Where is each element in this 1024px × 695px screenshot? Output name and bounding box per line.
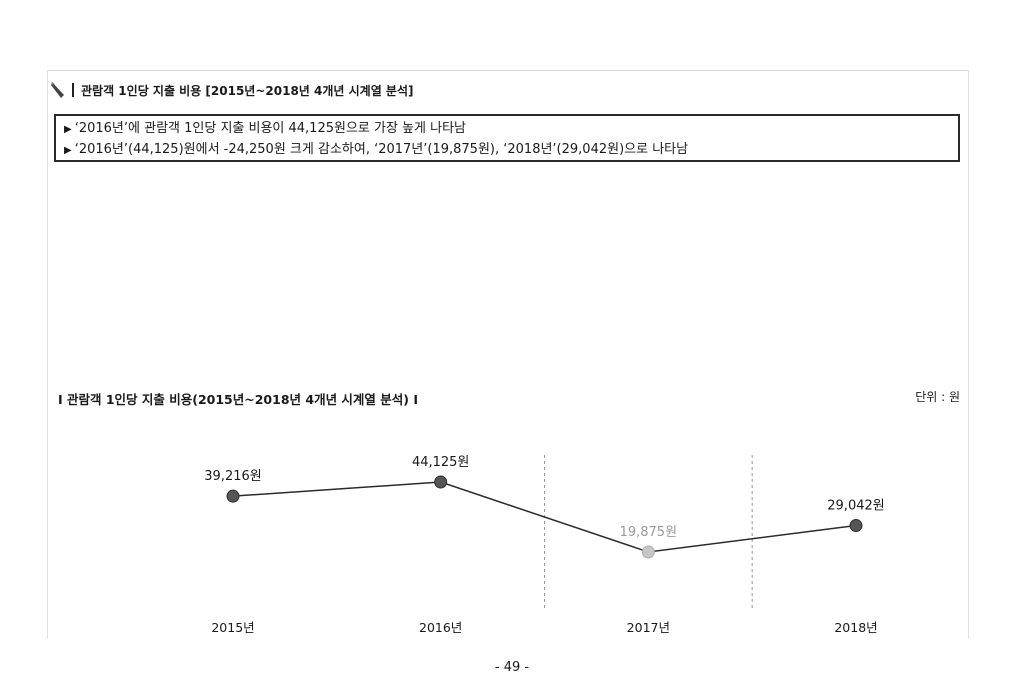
data-label-1: 39,216원 bbox=[204, 469, 261, 484]
x-tick-label-1: 2015년 bbox=[211, 620, 254, 635]
data-label-3: 19,875원 bbox=[620, 525, 677, 540]
data-point-4 bbox=[849, 519, 863, 533]
header-divider bbox=[72, 83, 74, 97]
summary-line-1: ▶ ‘2016년’에 관람객 1인당 지출 비용이 44,125원으로 가장 높게… bbox=[64, 119, 950, 140]
data-point-2 bbox=[434, 475, 448, 489]
series-line bbox=[232, 481, 857, 553]
summary-line-2: ▶ ‘2016년’(44,125)원에서 -24,250원 크게 감소하여, ‘2… bbox=[64, 140, 950, 161]
section-title: 관람객 1인당 지출 비용 [2015년~2018년 4개년 시계열 분석] bbox=[81, 83, 414, 98]
data-label-4: 29,042원 bbox=[827, 499, 884, 514]
page-number: - 49 - bbox=[494, 660, 530, 675]
data-label-2: 44,125원 bbox=[412, 455, 469, 470]
triangle-bullet-icon: ▶ bbox=[64, 145, 72, 156]
data-point-1 bbox=[226, 489, 240, 503]
x-tick-label-3: 2017년 bbox=[627, 620, 670, 635]
page-frame bbox=[47, 70, 969, 639]
chart-title: Ⅰ 관람객 1인당 지출 비용(2015년~2018년 4개년 시계열 분석) … bbox=[58, 392, 418, 407]
chart-unit-label: 단위 : 원 bbox=[915, 390, 960, 404]
x-tick-label-2: 2016년 bbox=[419, 620, 462, 635]
x-tick-label-4: 2018년 bbox=[834, 620, 877, 635]
pen-nib-icon bbox=[51, 82, 64, 98]
summary-box: ▶ ‘2016년’에 관람객 1인당 지출 비용이 44,125원으로 가장 높게… bbox=[54, 114, 960, 162]
section-header: 관람객 1인당 지출 비용 [2015년~2018년 4개년 시계열 분석] bbox=[50, 78, 414, 102]
data-point-3 bbox=[641, 545, 655, 559]
triangle-bullet-icon: ▶ bbox=[64, 124, 72, 135]
